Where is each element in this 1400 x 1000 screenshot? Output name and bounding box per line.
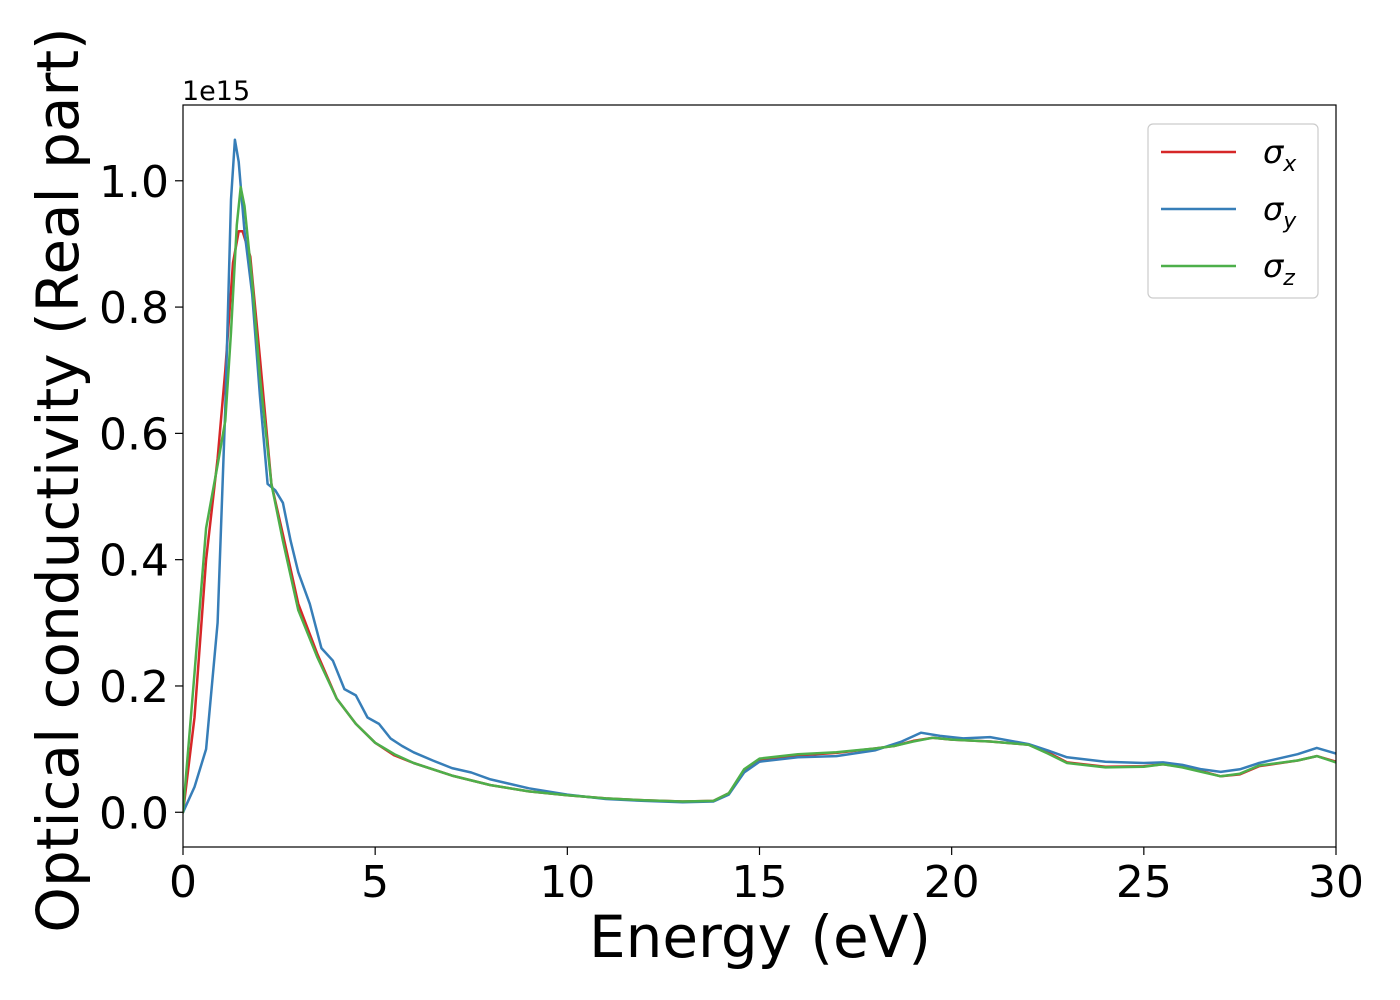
y-tick-label: 1.0 xyxy=(99,157,169,208)
x-tick-label: 25 xyxy=(1116,857,1172,908)
y-tick-label: 0.6 xyxy=(99,409,169,460)
y-axis-title: Optical conductivity (Real part) xyxy=(24,27,92,932)
y-tick-label: 0.2 xyxy=(99,662,169,713)
y-tick-label: 0.0 xyxy=(99,788,169,839)
axes: 0 5 10 15 20 25 30 0.0 0.2 0.4 0.6 0.8 1.0 xyxy=(99,104,1364,908)
x-tick-label: 20 xyxy=(924,857,980,908)
y-offset-label: 1e15 xyxy=(182,76,250,107)
plot-area xyxy=(183,138,1336,814)
legend: σx σy σz xyxy=(1147,123,1319,299)
legend-label-x: σx xyxy=(1263,133,1297,177)
series-line-y xyxy=(183,138,1336,814)
series-line-z xyxy=(183,185,1336,814)
y-tick-label: 0.8 xyxy=(99,283,169,334)
x-tick-label: 15 xyxy=(732,857,788,908)
x-tick-label: 10 xyxy=(539,857,595,908)
x-tick-label: 0 xyxy=(169,857,197,908)
series-lines xyxy=(183,138,1336,814)
x-axis-title: Energy (eV) xyxy=(589,903,931,971)
legend-box xyxy=(1147,123,1319,299)
x-tick-label: 30 xyxy=(1308,857,1364,908)
x-tick-label: 5 xyxy=(361,857,389,908)
legend-label-y: σy xyxy=(1263,190,1297,234)
y-tick-label: 0.4 xyxy=(99,536,169,587)
legend-label-z: σz xyxy=(1263,247,1295,291)
